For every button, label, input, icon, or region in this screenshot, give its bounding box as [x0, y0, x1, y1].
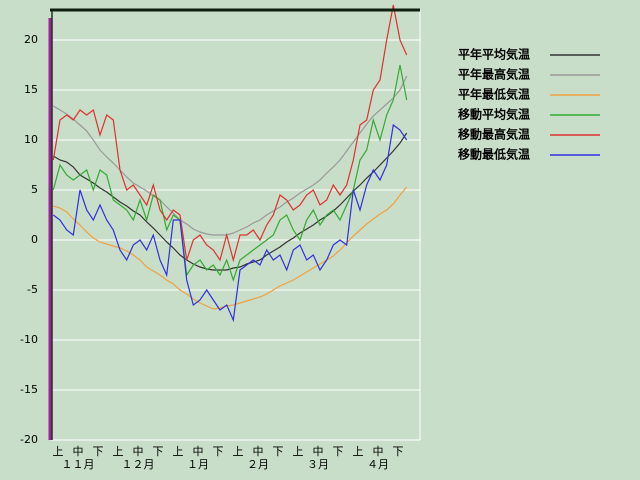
month-label: ２月: [247, 458, 269, 471]
month-label: １１月: [62, 458, 95, 471]
x-tick-label: 下: [153, 445, 164, 458]
y-tick-label: -5: [27, 283, 38, 296]
x-tick-label: 上: [233, 445, 244, 458]
x-tick-label: 下: [213, 445, 224, 458]
y-tick-label: 15: [24, 83, 38, 96]
legend-label: 平年最低気温: [458, 87, 530, 102]
x-tick-label: 中: [373, 445, 384, 458]
series-line: [52, 75, 408, 236]
x-tick-label: 中: [253, 445, 264, 458]
month-label: ３月: [307, 458, 329, 471]
x-tick-label: 上: [113, 445, 124, 458]
x-tick-label: 中: [193, 445, 204, 458]
series-line: [52, 123, 408, 323]
legend-label: 移動最低気温: [458, 147, 530, 162]
series-line: [53, 186, 408, 310]
x-tick-label: 上: [293, 445, 304, 458]
x-tick-label: 中: [73, 445, 84, 458]
x-tick-label: 上: [353, 445, 364, 458]
y-tick-label: -20: [20, 433, 38, 446]
series-line: [52, 64, 408, 282]
y-tick-label: 5: [31, 183, 38, 196]
x-tick-label: 下: [93, 445, 104, 458]
series-line: [52, 4, 408, 263]
y-tick-label: 10: [24, 133, 38, 146]
x-tick-label: 下: [273, 445, 284, 458]
month-label: １月: [187, 458, 209, 471]
y-tick-label: -15: [20, 383, 38, 396]
y-tick-label: 0: [31, 233, 38, 246]
x-tick-label: 下: [333, 445, 344, 458]
month-label: １２月: [122, 458, 155, 471]
y-tick-label: -10: [20, 333, 38, 346]
month-label: ４月: [367, 458, 389, 471]
x-tick-label: 中: [133, 445, 144, 458]
x-tick-label: 中: [313, 445, 324, 458]
x-tick-label: 上: [173, 445, 184, 458]
y-tick-label: 20: [24, 33, 38, 46]
legend-label: 移動平均気温: [458, 107, 530, 122]
legend-label: 移動最高気温: [458, 127, 530, 142]
legend-label: 平年平均気温: [458, 47, 530, 62]
x-tick-label: 上: [53, 445, 64, 458]
x-tick-label: 下: [393, 445, 404, 458]
legend-label: 平年最高気温: [458, 67, 530, 82]
